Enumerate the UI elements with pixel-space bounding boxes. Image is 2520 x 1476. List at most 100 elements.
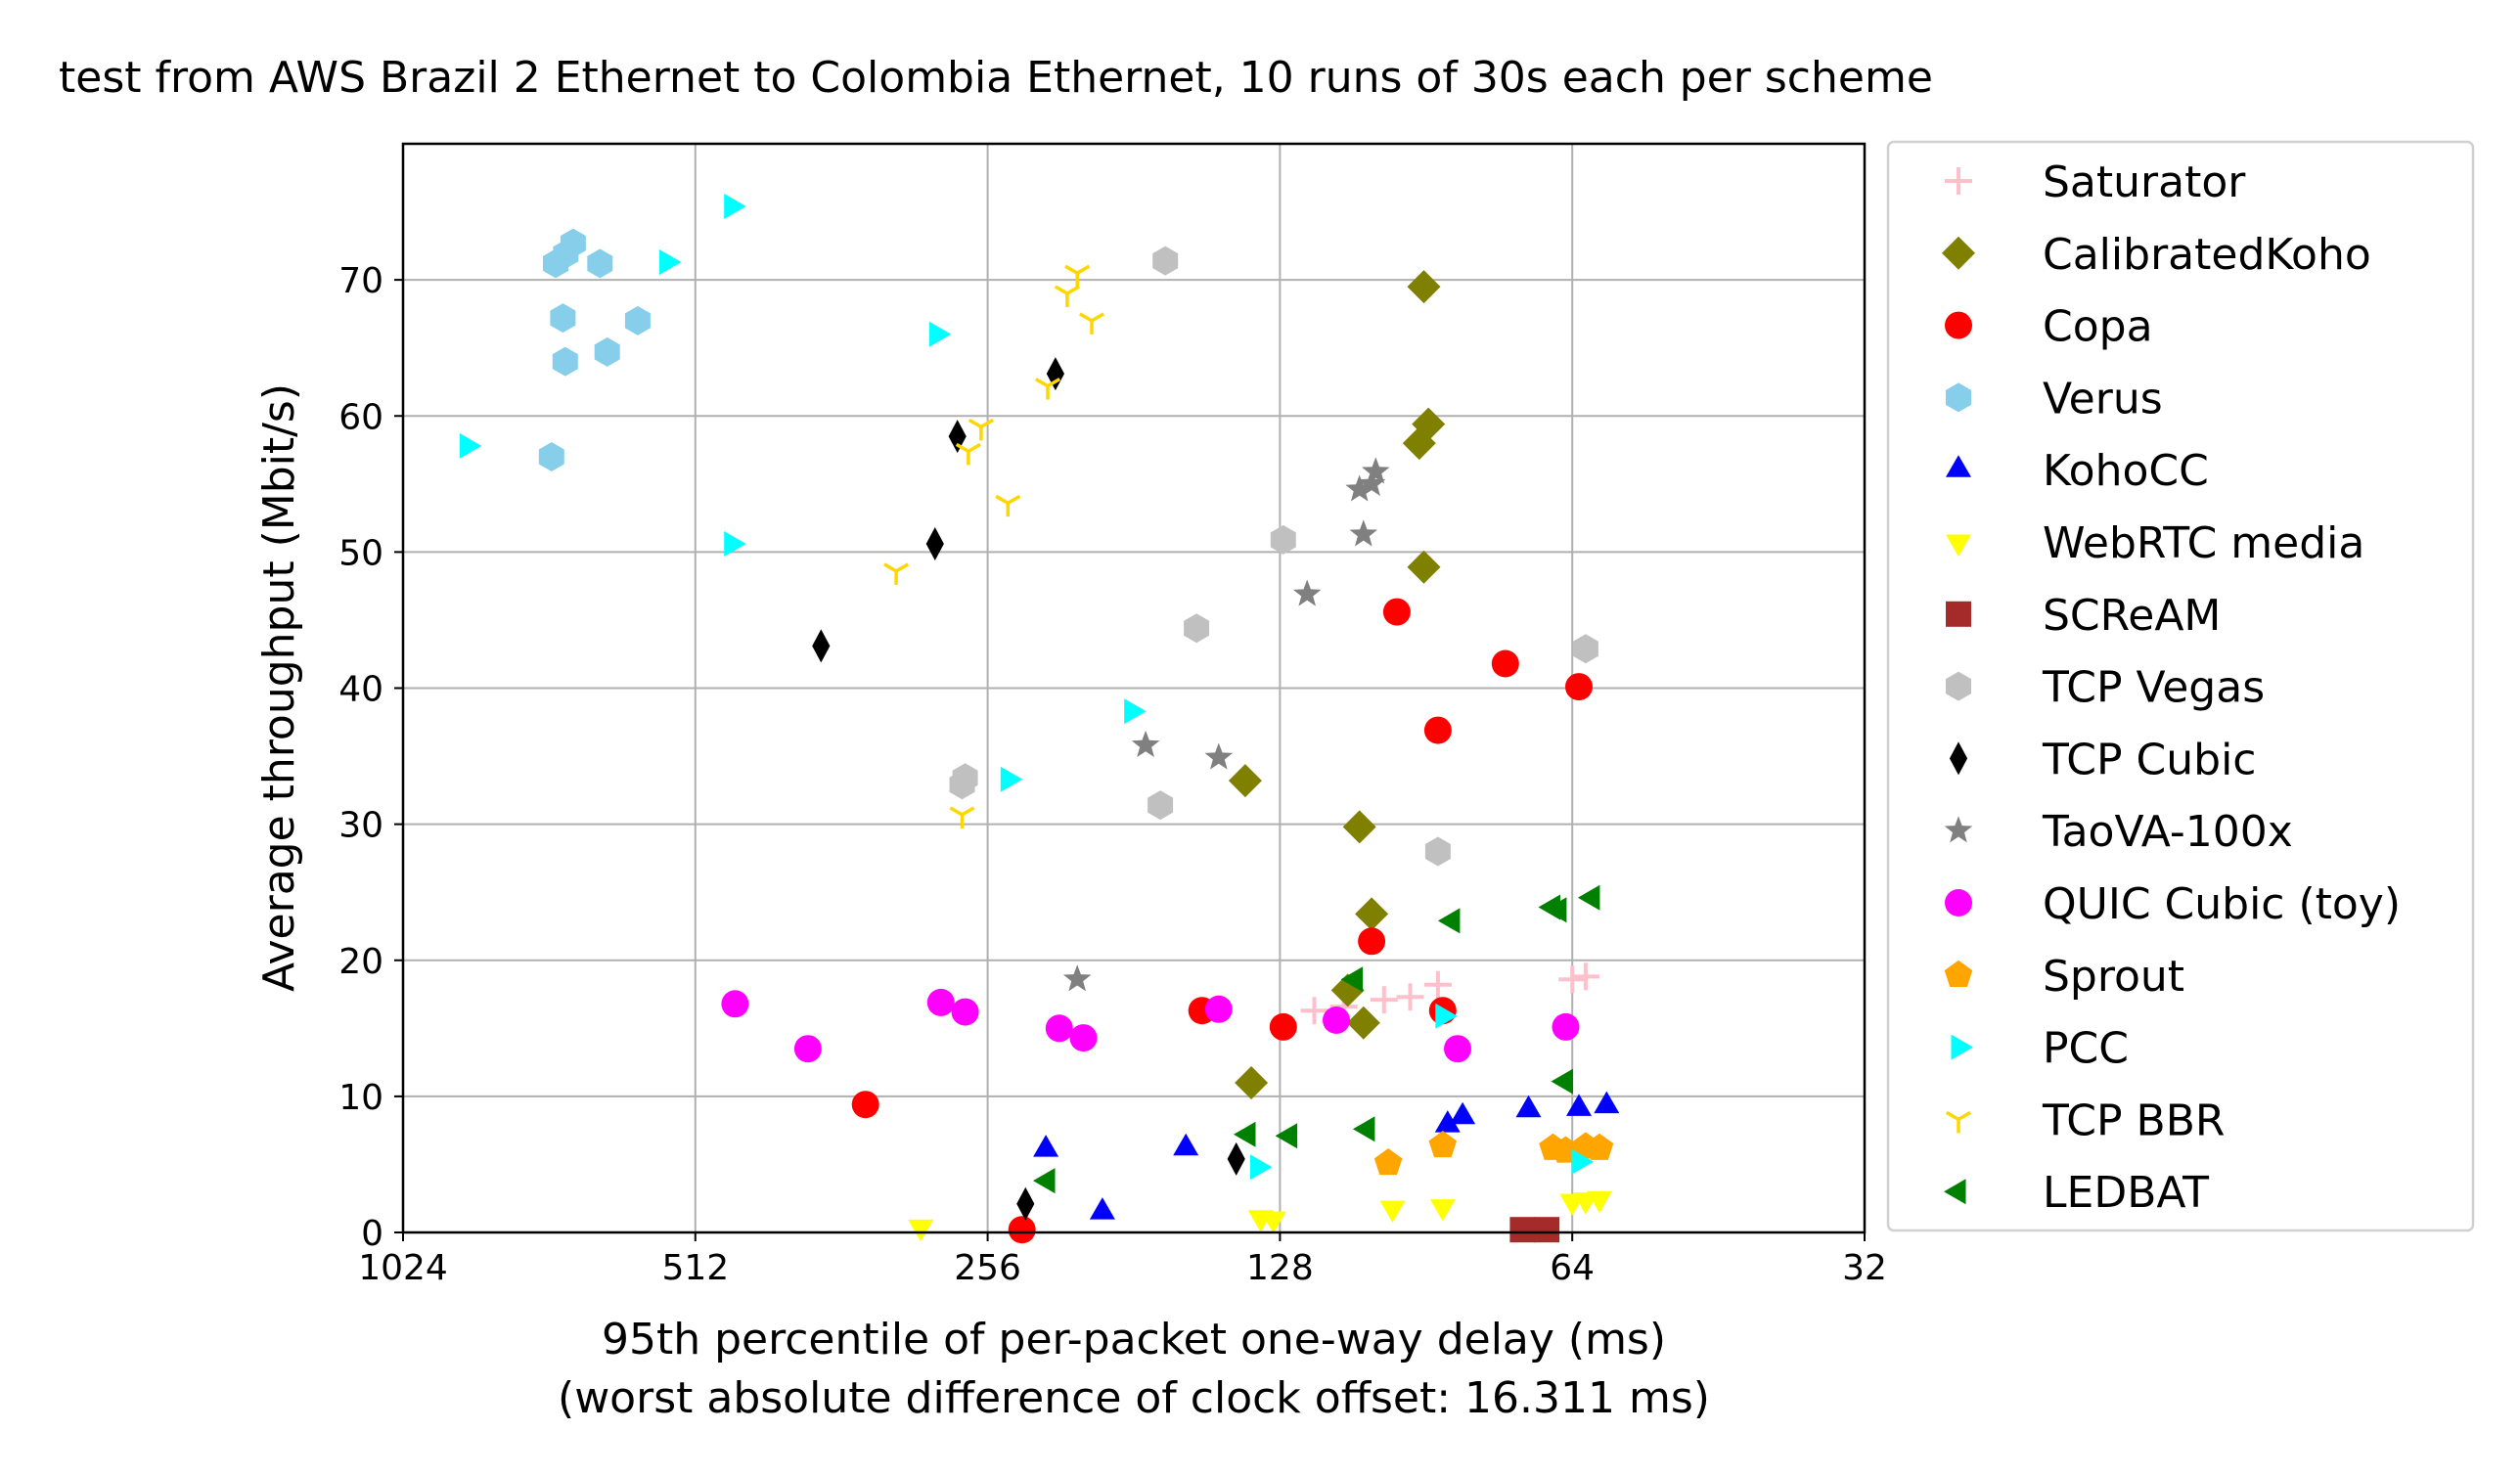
kohocc-point <box>1594 1091 1620 1114</box>
kohocc-point <box>1515 1095 1542 1118</box>
copa-point <box>1491 649 1519 678</box>
legend-marker-calibratedkoho <box>1942 236 1975 270</box>
legend-marker-quic-cubic-toy <box>1945 889 1972 917</box>
y-tick-label: 50 <box>338 533 383 573</box>
legend-label: SCReAM <box>2043 591 2221 641</box>
chart-title: test from AWS Brazil 2 Ethernet to Colom… <box>59 53 1933 103</box>
tcp-bbr-point <box>955 442 981 466</box>
x-tick-label: 128 <box>1246 1248 1314 1288</box>
y-tick-label: 70 <box>338 261 383 301</box>
verus-point <box>560 228 586 258</box>
x-axis-label: 95th percentile of per-packet one-way de… <box>602 1315 1666 1364</box>
legend-item-tcp-vegas: TCP Vegas <box>1946 663 2265 713</box>
ledbat-point <box>1577 884 1600 911</box>
calibratedkoho-point <box>1355 897 1389 931</box>
pcc-point <box>1249 1154 1273 1181</box>
tcp-vegas-point <box>1152 246 1179 276</box>
legend: Saturator CalibratedKoho Copa Verus KohoCC We… <box>1886 140 2475 1232</box>
scream-point <box>1534 1217 1560 1243</box>
calibratedkoho-point <box>1407 550 1441 584</box>
tcp-vegas-point <box>1270 524 1296 555</box>
kohocc-point <box>1434 1110 1461 1133</box>
webrtc-media-point <box>1429 1199 1456 1222</box>
copa-point <box>1008 1216 1036 1244</box>
saturator-point <box>1558 965 1587 994</box>
legend-marker-taova-100x <box>1944 816 1973 843</box>
legend-marker-sprout <box>1944 960 1973 987</box>
kohocc-point <box>1033 1135 1059 1157</box>
kohocc-point <box>1173 1133 1199 1156</box>
quic-cubic-toy-point <box>1552 1012 1580 1041</box>
tcp-bbr-point <box>883 562 910 585</box>
tcp-vegas-point <box>1148 790 1174 821</box>
tcp-bbr-point <box>949 806 975 828</box>
verus-point <box>587 248 613 279</box>
grid <box>402 144 1866 1233</box>
pcc-point <box>1124 698 1147 725</box>
verus-point <box>550 303 576 334</box>
taova-100x-point <box>1357 469 1386 496</box>
x-tick-label: 1024 <box>358 1248 448 1288</box>
pcc-point <box>724 531 746 557</box>
pcc-point <box>1435 1003 1458 1029</box>
legend-marker-tcp-bbr <box>1945 1110 1972 1134</box>
taova-100x-point <box>1349 519 1378 547</box>
legend-label: PCC <box>2043 1024 2129 1074</box>
calibratedkoho-point <box>1228 764 1262 798</box>
quic-cubic-toy-point <box>1444 1035 1471 1063</box>
ledbat-point <box>1275 1123 1298 1149</box>
sprout-point <box>1585 1133 1614 1160</box>
verus-point <box>538 442 564 471</box>
kohocc-point <box>1450 1101 1476 1125</box>
y-axis-label: Average throughput (Mbit/s) <box>254 383 304 992</box>
ledbat-point <box>1538 894 1560 920</box>
legend-marker-webrtc-media <box>1946 534 1971 557</box>
taova-100x-point <box>1292 579 1322 606</box>
legend-marker-saturator <box>1945 167 1972 195</box>
tcp-cubic-point <box>1046 357 1064 391</box>
legend-item-sprout: Sprout <box>1944 952 2184 1002</box>
y-tick-label: 40 <box>338 670 383 710</box>
quic-cubic-toy-point <box>1204 995 1233 1023</box>
calibratedkoho-point <box>1342 810 1376 844</box>
legend-marker-tcp-vegas <box>1946 671 1971 701</box>
tcp-vegas-point <box>1184 613 1210 644</box>
ledbat-point <box>1437 908 1461 934</box>
calibratedkoho-point <box>1407 270 1441 304</box>
quic-cubic-toy-point <box>926 988 955 1016</box>
tcp-vegas-point <box>949 770 975 800</box>
ledbat-point <box>1352 1116 1375 1142</box>
calibratedkoho-point <box>1402 426 1436 461</box>
copa-point <box>1423 716 1452 744</box>
legend-marker-verus <box>1946 382 1971 413</box>
legend-item-ledbat: LEDBAT <box>1944 1168 2209 1218</box>
kohocc-point <box>1089 1197 1115 1220</box>
legend-item-webrtc-media: WebRTC media <box>1946 518 2364 568</box>
saturator-point <box>1396 983 1424 1011</box>
axes: 1024 512 256 128 64 32 0 10 20 30 40 50 60 70 <box>338 261 1887 1288</box>
y-tick-label: 30 <box>338 806 383 846</box>
tcp-cubic-point <box>812 629 831 663</box>
scream-point <box>1509 1217 1536 1243</box>
legend-label: Copa <box>2043 302 2153 352</box>
legend-label: Saturator <box>2043 157 2246 207</box>
tcp-bbr-point <box>1078 312 1105 335</box>
legend-label: TCP Cubic <box>2042 735 2257 784</box>
webrtc-media-point <box>1260 1211 1286 1234</box>
tcp-bbr-point <box>968 418 994 441</box>
legend-item-pcc: PCC <box>1951 1024 2129 1074</box>
saturator-point <box>1370 986 1398 1014</box>
legend-item-verus: Verus <box>1946 374 2163 424</box>
sprout-point <box>1428 1131 1458 1158</box>
tcp-bbr-point <box>1054 285 1080 307</box>
tcp-bbr-point <box>1064 264 1091 288</box>
tcp-bbr-point <box>1034 378 1061 400</box>
verus-point <box>594 336 620 367</box>
x-tick-label: 64 <box>1550 1248 1595 1288</box>
legend-marker-kohocc <box>1946 455 1971 477</box>
legend-label: KohoCC <box>2043 446 2209 496</box>
quic-cubic-toy-point <box>721 990 749 1018</box>
legend-label: Verus <box>2043 374 2163 424</box>
tcp-vegas-point <box>1572 634 1598 664</box>
